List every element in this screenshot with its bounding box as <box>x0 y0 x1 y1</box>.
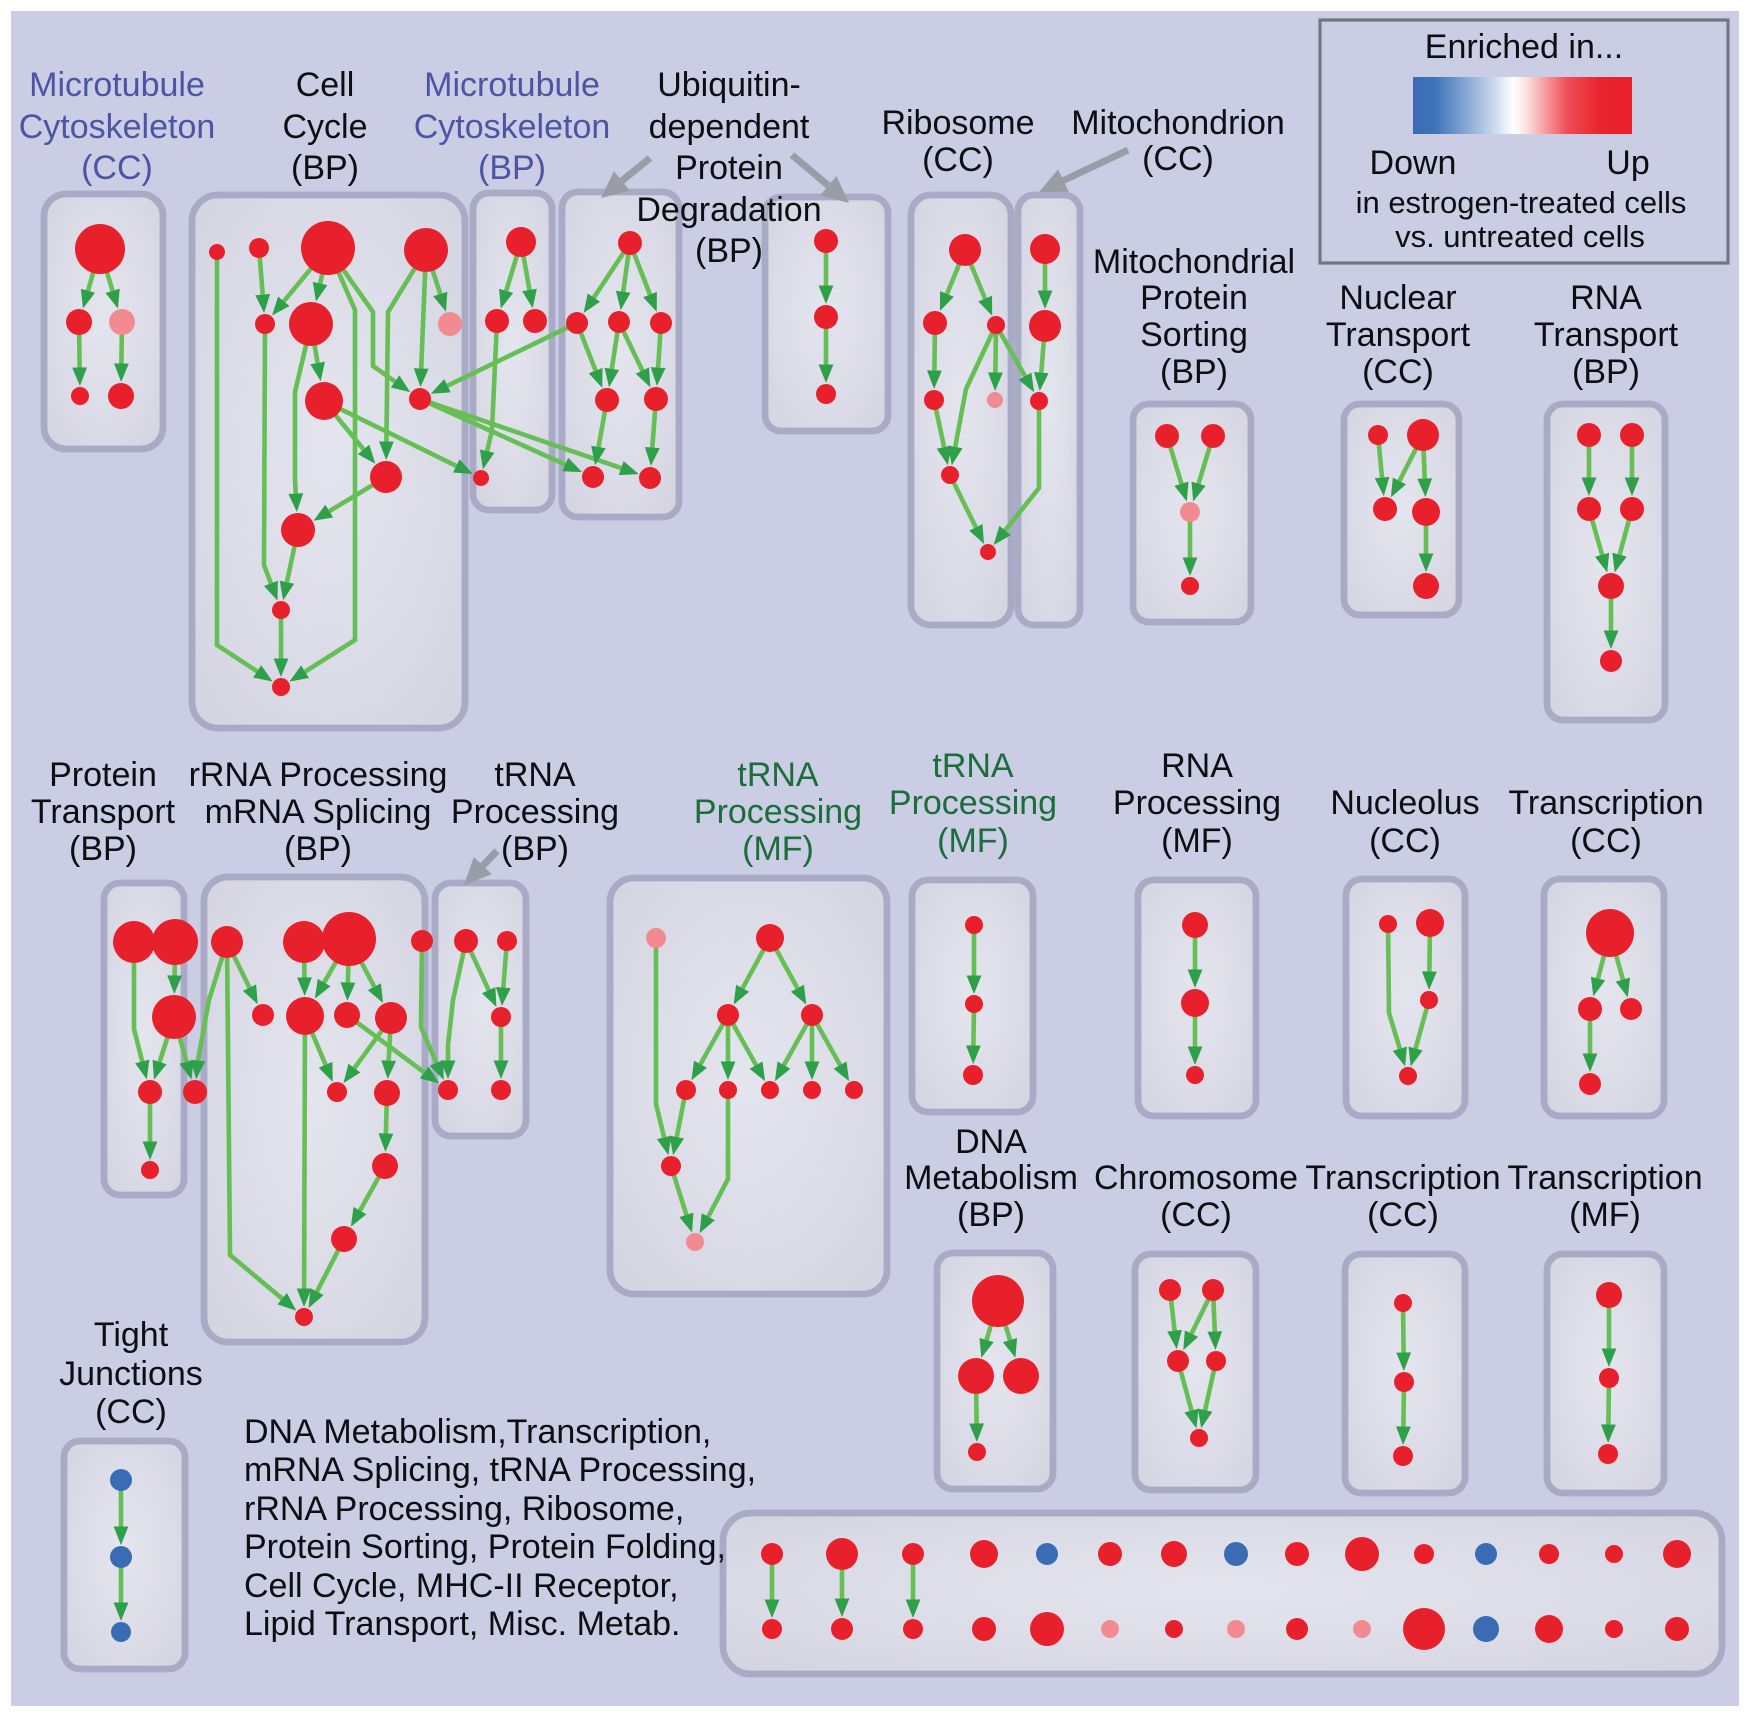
svg-text:Down: Down <box>1370 144 1457 182</box>
svg-text:rRNA Processing, Ribosome,: rRNA Processing, Ribosome, <box>244 1490 684 1528</box>
svg-text:(CC): (CC) <box>1142 140 1214 178</box>
svg-text:DNA Metabolism,Transcription,: DNA Metabolism,Transcription, <box>244 1413 711 1451</box>
svg-text:(CC): (CC) <box>1570 822 1642 860</box>
svg-text:Up: Up <box>1606 144 1649 182</box>
svg-text:tRNA: tRNA <box>932 747 1014 785</box>
svg-text:Protein Sorting, Protein Foldi: Protein Sorting, Protein Folding, <box>244 1528 726 1566</box>
svg-text:(BP): (BP) <box>1572 353 1640 391</box>
svg-text:Sorting: Sorting <box>1140 316 1248 354</box>
svg-text:(BP): (BP) <box>695 232 763 270</box>
svg-text:(BP): (BP) <box>1160 353 1228 391</box>
svg-text:RNA: RNA <box>1570 279 1642 317</box>
svg-text:Lipid Transport, Misc. Metab.: Lipid Transport, Misc. Metab. <box>244 1605 681 1643</box>
svg-text:Protein: Protein <box>1140 279 1248 317</box>
svg-text:RNA: RNA <box>1161 747 1233 785</box>
svg-text:(CC): (CC) <box>81 149 153 187</box>
svg-text:Ubiquitin-: Ubiquitin- <box>657 66 801 104</box>
svg-text:dependent: dependent <box>649 108 810 146</box>
svg-text:Transport: Transport <box>1326 316 1471 354</box>
svg-text:(CC): (CC) <box>1367 1196 1439 1234</box>
svg-text:(CC): (CC) <box>1369 822 1441 860</box>
svg-text:Transport: Transport <box>1534 316 1679 354</box>
svg-text:Microtubule: Microtubule <box>29 66 205 104</box>
svg-text:Cell Cycle, MHC-II Receptor,: Cell Cycle, MHC-II Receptor, <box>244 1567 679 1605</box>
svg-text:(BP): (BP) <box>291 149 359 187</box>
svg-text:(CC): (CC) <box>1362 353 1434 391</box>
svg-text:mRNA Splicing: mRNA Splicing <box>205 793 432 831</box>
svg-text:Cytoskeleton: Cytoskeleton <box>19 108 216 146</box>
svg-text:(MF): (MF) <box>742 830 814 868</box>
svg-text:Cell: Cell <box>296 66 355 104</box>
svg-text:Cytoskeleton: Cytoskeleton <box>414 108 611 146</box>
svg-text:rRNA Processing: rRNA Processing <box>189 756 448 794</box>
svg-text:mRNA Splicing, tRNA Processing: mRNA Splicing, tRNA Processing, <box>244 1451 756 1489</box>
svg-text:(CC): (CC) <box>922 141 994 179</box>
svg-text:(CC): (CC) <box>95 1393 167 1431</box>
svg-text:Protein: Protein <box>675 149 783 187</box>
svg-text:Processing: Processing <box>694 793 862 831</box>
svg-text:Protein: Protein <box>49 756 157 794</box>
svg-text:(BP): (BP) <box>957 1196 1025 1234</box>
svg-text:Processing: Processing <box>451 793 619 831</box>
svg-text:(CC): (CC) <box>1160 1196 1232 1234</box>
svg-text:Processing: Processing <box>889 784 1057 822</box>
svg-text:(BP): (BP) <box>69 830 137 868</box>
svg-text:DNA: DNA <box>955 1123 1027 1161</box>
svg-text:Nuclear: Nuclear <box>1339 279 1456 317</box>
svg-text:in estrogen-treated cells: in estrogen-treated cells <box>1356 185 1687 220</box>
svg-text:Degradation: Degradation <box>636 191 821 229</box>
svg-text:Mitochondrion: Mitochondrion <box>1071 104 1285 142</box>
svg-text:Transcription: Transcription <box>1507 1159 1702 1197</box>
svg-text:(BP): (BP) <box>478 149 546 187</box>
svg-text:(MF): (MF) <box>937 822 1009 860</box>
svg-text:Transport: Transport <box>31 793 176 831</box>
svg-text:(BP): (BP) <box>501 830 569 868</box>
svg-text:Cycle: Cycle <box>282 108 367 146</box>
svg-text:Enriched in...: Enriched in... <box>1425 28 1623 66</box>
svg-text:Processing: Processing <box>1113 784 1281 822</box>
svg-text:Tight: Tight <box>94 1316 169 1354</box>
svg-text:Transcription: Transcription <box>1305 1159 1500 1197</box>
svg-text:(BP): (BP) <box>284 830 352 868</box>
svg-text:(MF): (MF) <box>1569 1196 1641 1234</box>
svg-text:vs. untreated cells: vs. untreated cells <box>1395 219 1645 254</box>
svg-text:tRNA: tRNA <box>737 756 819 794</box>
svg-text:Metabolism: Metabolism <box>904 1159 1078 1197</box>
svg-text:Ribosome: Ribosome <box>881 104 1034 142</box>
svg-text:Transcription: Transcription <box>1508 784 1703 822</box>
svg-text:(MF): (MF) <box>1161 822 1233 860</box>
svg-text:Mitochondrial: Mitochondrial <box>1093 243 1295 281</box>
svg-text:Nucleolus: Nucleolus <box>1330 784 1479 822</box>
svg-text:Chromosome: Chromosome <box>1094 1159 1298 1197</box>
svg-text:tRNA: tRNA <box>494 756 576 794</box>
svg-text:Junctions: Junctions <box>59 1355 203 1393</box>
svg-text:Microtubule: Microtubule <box>424 66 600 104</box>
